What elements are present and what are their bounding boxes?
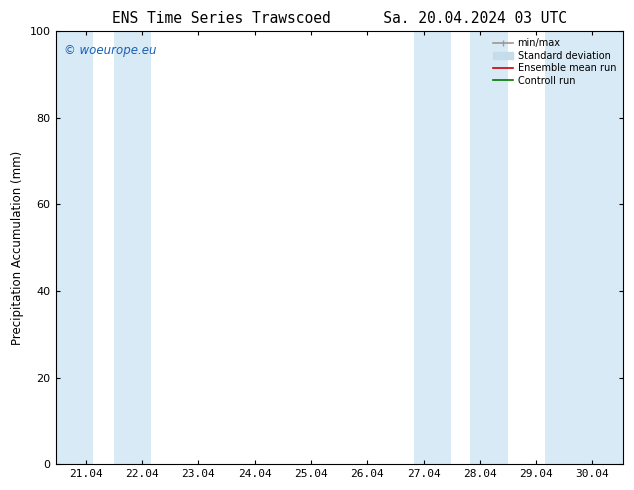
Text: © woeurope.eu: © woeurope.eu	[64, 45, 157, 57]
Legend: min/max, Standard deviation, Ensemble mean run, Controll run: min/max, Standard deviation, Ensemble me…	[491, 36, 618, 88]
Bar	[545, 31, 623, 464]
Title: ENS Time Series Trawscoed      Sa. 20.04.2024 03 UTC: ENS Time Series Trawscoed Sa. 20.04.2024…	[112, 11, 567, 26]
Bar	[470, 31, 507, 464]
Bar	[56, 31, 93, 464]
Bar	[414, 31, 451, 464]
Y-axis label: Precipitation Accumulation (mm): Precipitation Accumulation (mm)	[11, 150, 24, 345]
Bar	[114, 31, 152, 464]
